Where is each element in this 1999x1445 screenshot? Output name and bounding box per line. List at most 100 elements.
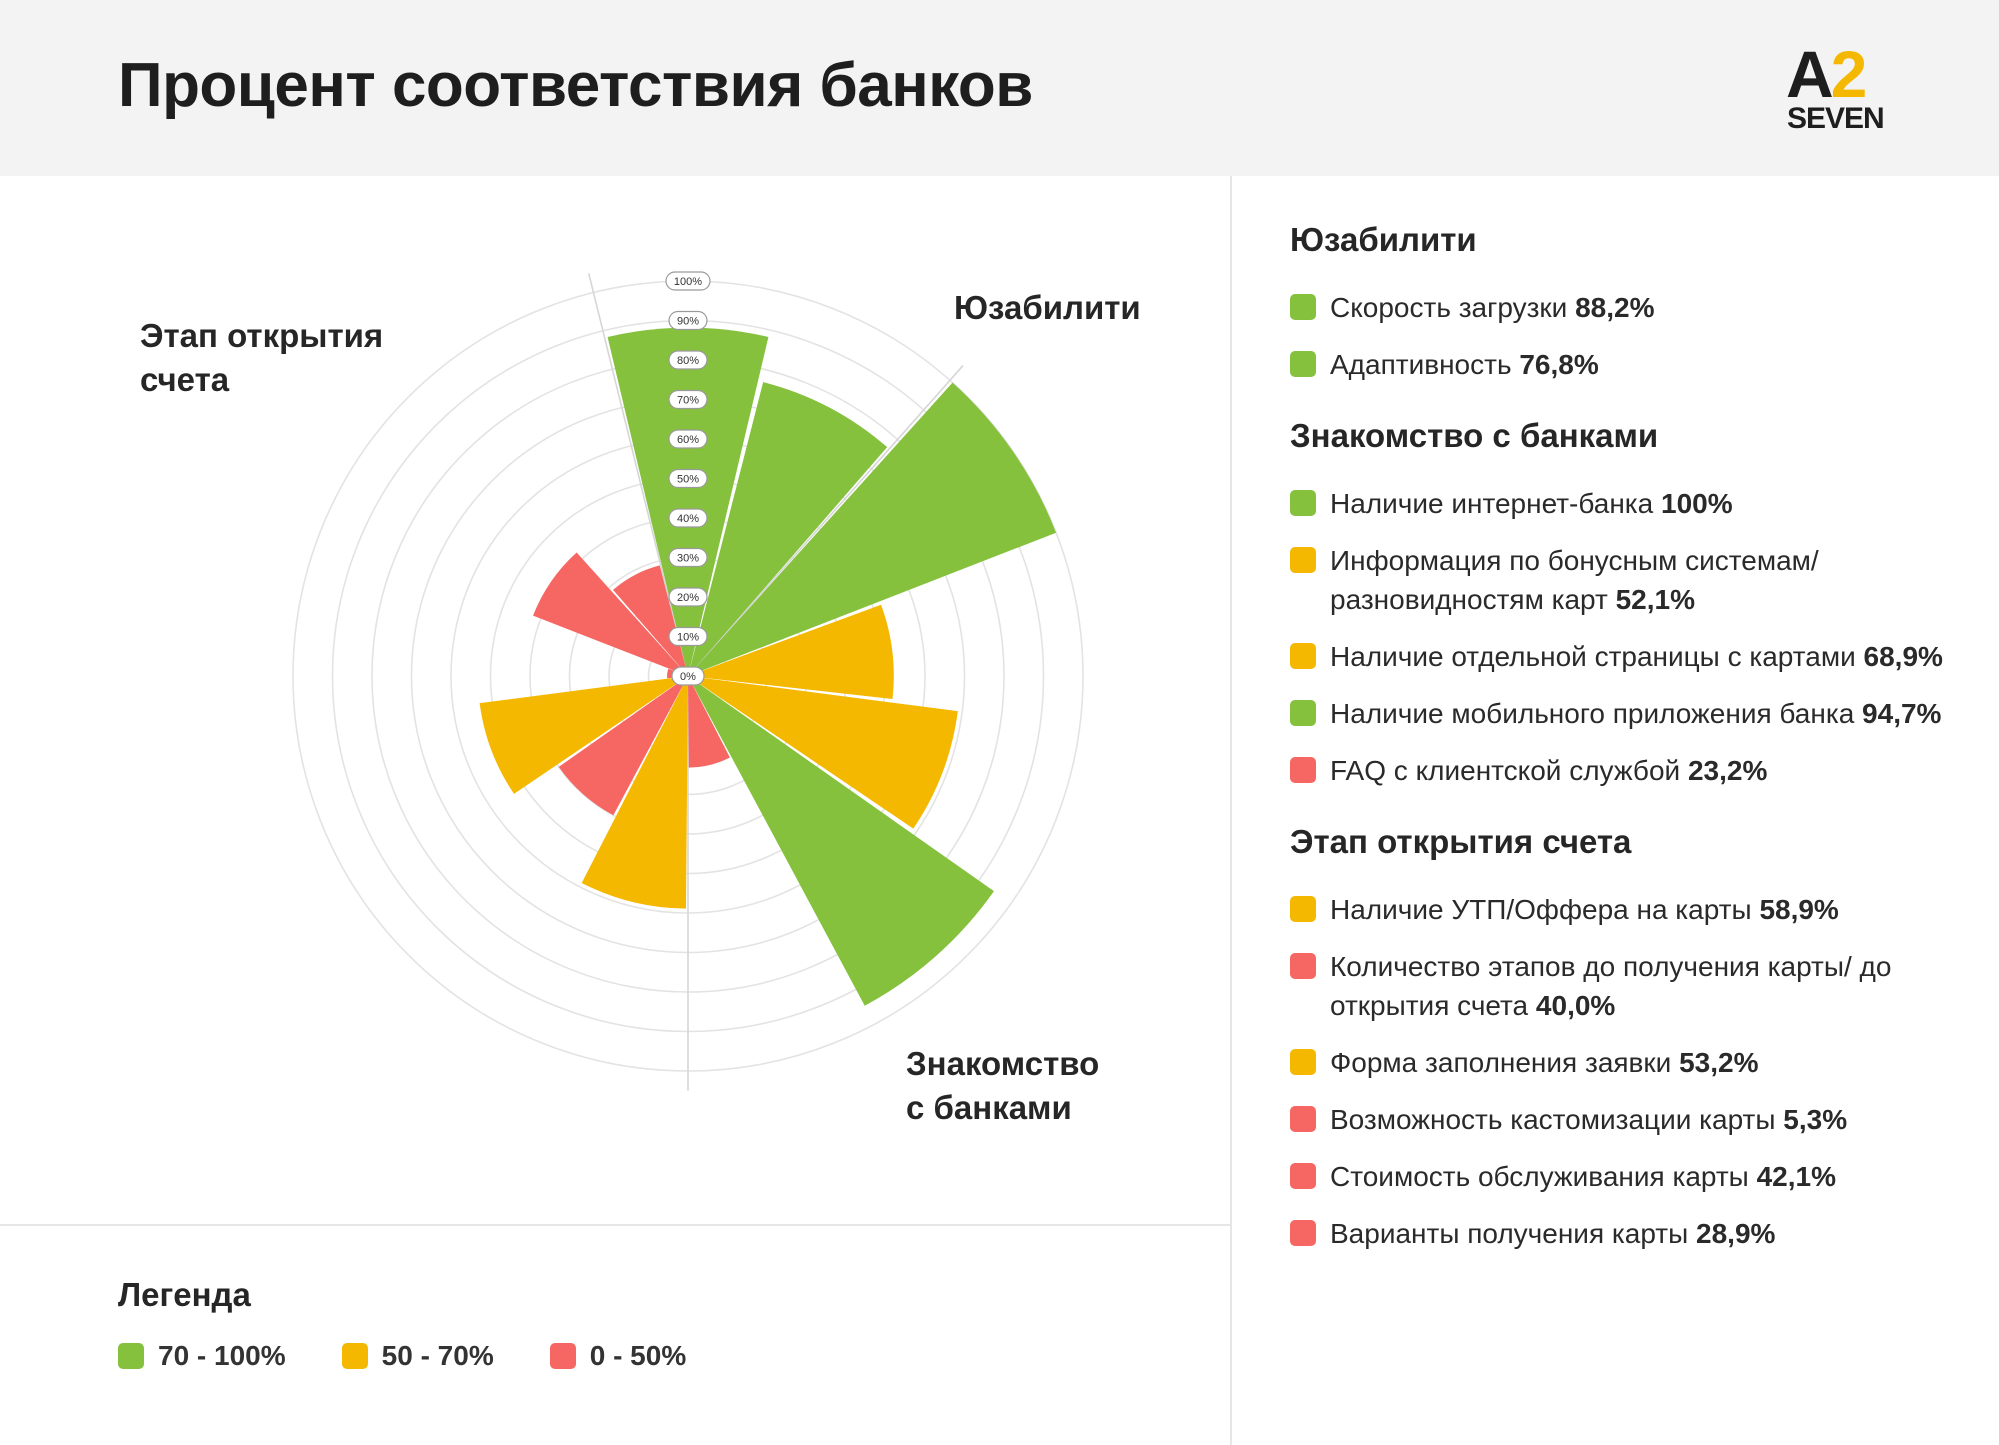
criteria-swatch [1290,700,1316,726]
criteria-section-title: Знакомство с банками [1290,417,1659,454]
criteria-swatch [1290,1106,1316,1132]
criteria-item: Адаптивность 76,8% [1290,345,1970,384]
criteria-value: 100% [1661,488,1733,519]
legend-swatch [549,1343,576,1369]
criteria-item: Варианты получения карты 28,9% [1290,1214,1970,1253]
criteria-swatch [1290,953,1316,979]
radial-tick: 40% [668,508,708,528]
criteria-item: Стоимость обслуживания карты 42,1% [1290,1157,1970,1196]
criteria-value: 53,2% [1679,1047,1759,1078]
criteria-item: Наличие УТП/Оффера на карты 58,9% [1290,890,1970,929]
criteria-text: Возможность кастомизации карты 5,3% [1330,1104,1848,1135]
polar-bar [479,676,688,794]
radial-tick: 0% [671,666,705,686]
criteria-text: Информация по бонусным системам/ разнови… [1330,545,1819,615]
radial-tick-pill [668,310,708,331]
polar-bar [688,676,730,768]
criteria-value: 42,1% [1756,1161,1836,1192]
radial-tick-label: 50% [677,474,699,486]
radial-tick-pill [665,271,711,291]
criteria-value: 76,8% [1519,349,1599,380]
polar-bar [581,676,688,909]
polar-bar [607,327,769,676]
criteria-text: Наличие мобильного приложения банка 94,7… [1330,698,1942,729]
group-label-acquaintance: Знакомство с банками [906,1045,1100,1126]
criteria-text: Стоимость обслуживания карты 42,1% [1330,1161,1836,1192]
group-separator-line [687,365,964,677]
polar-bar [688,382,1057,676]
vertical-divider [1230,176,1232,1445]
group-separator-line [587,273,689,677]
radial-tick-label: 100% [674,276,702,288]
radial-tick-pill [671,666,705,686]
legend-title: Легенда [118,1276,251,1313]
criteria-section-title: Этап открытия счета [1290,823,1632,860]
criteria-swatch [1290,896,1316,922]
polar-bar [688,604,894,700]
criteria-text: Количество этапов до получения карты/ до… [1330,951,1892,1021]
radial-tick: 100% [665,271,711,291]
legend-items: 70 - 100% 50 - 70% 0 - 50% [118,1340,686,1372]
radial-tick-pill [668,626,708,647]
polar-bar [688,676,958,829]
radial-tick-pill [668,350,708,370]
criteria-value: 23,2% [1687,755,1768,786]
criteria-item: FAQ с клиентской службой 23,2% [1290,751,1970,790]
legend: Легенда 70 - 100% 50 - 70% 0 - 50% [118,1276,686,1372]
group-label-opening: Этап открытия счета [140,317,384,398]
criteria-value: 88,2% [1575,292,1655,323]
criteria-section: Юзабилити Скорость загрузки 88,2% Адаптивн… [1290,218,1970,384]
radial-tick-pill [668,508,708,528]
radial-tick-pill [668,429,708,449]
criteria-item: Возможность кастомизации карты 5,3% [1290,1100,1970,1139]
group-label-usability: Юзабилити [954,289,1141,326]
criteria-value: 40,0% [1535,990,1616,1021]
polar-bar-chart: 0% 10% 20% 30% 40% 50% 60% 70% 80% 90% 100% [292,271,1084,1091]
legend-item-high: 70 - 100% [118,1340,286,1372]
criteria-swatch [1290,294,1316,320]
polar-bar [558,676,688,816]
criteria-item: Наличие интернет-банка 100% [1290,484,1970,523]
polar-bar [688,676,994,1006]
criteria-item: Скорость загрузки 88,2% [1290,288,1970,327]
polar-bar [613,565,688,676]
criteria-swatch [1290,1049,1316,1075]
radial-tick-pill [668,547,708,568]
legend-swatch [118,1343,144,1369]
criteria-text: Наличие УТП/Оффера на карты 58,9% [1330,894,1839,925]
criteria-text: Наличие отдельной страницы с картами 68,… [1330,641,1943,672]
criteria-text: Скорость загрузки 88,2% [1330,292,1655,323]
criteria-swatch [1290,643,1316,669]
criteria-value: 28,9% [1696,1218,1776,1249]
radial-tick: 50% [668,468,708,489]
criteria-text: Адаптивность 76,8% [1330,349,1599,380]
criteria-item: Информация по бонусным системам/ разнови… [1290,541,1970,619]
criteria-text: Форма заполнения заявки 53,2% [1330,1047,1759,1078]
radial-tick-label: 80% [677,355,699,367]
criteria-value: 94,7% [1862,698,1942,729]
radial-tick-label: 90% [677,316,699,328]
criteria-section: Этап открытия счета Наличие УТП/Оффера на… [1290,820,1970,1253]
polar-bar [688,382,888,676]
criteria-text: Варианты получения карты 28,9% [1330,1218,1776,1249]
legend-item-mid: 50 - 70% [341,1340,494,1372]
criteria-swatch [1290,1163,1316,1189]
legend-swatch [341,1343,368,1369]
criteria-section-title: Юзабилити [1290,221,1477,258]
radial-tick-pill [668,587,708,607]
header: Процент соответствия банков A2 SEVEN [0,0,1999,176]
criteria-text: FAQ с клиентской службой 23,2% [1330,755,1768,786]
criteria-swatch [1290,1220,1316,1246]
criteria-text: Наличие интернет-банка 100% [1330,488,1733,519]
criteria-panel: Юзабилити Скорость загрузки 88,2% Адаптивн… [1290,218,1970,1271]
polar-bar [533,552,688,676]
criteria-item: Наличие мобильного приложения банка 94,7… [1290,694,1970,733]
radial-tick: 80% [668,350,708,370]
radial-tick: 90% [668,310,708,331]
criteria-item: Наличие отдельной страницы с картами 68,… [1290,637,1970,676]
radial-tick: 70% [668,389,708,410]
radial-tick: 10% [668,626,708,647]
radial-tick-label: 10% [677,632,699,644]
a2-seven-logo: A2 SEVEN [1786,37,1885,135]
radial-tick: 60% [668,429,708,449]
